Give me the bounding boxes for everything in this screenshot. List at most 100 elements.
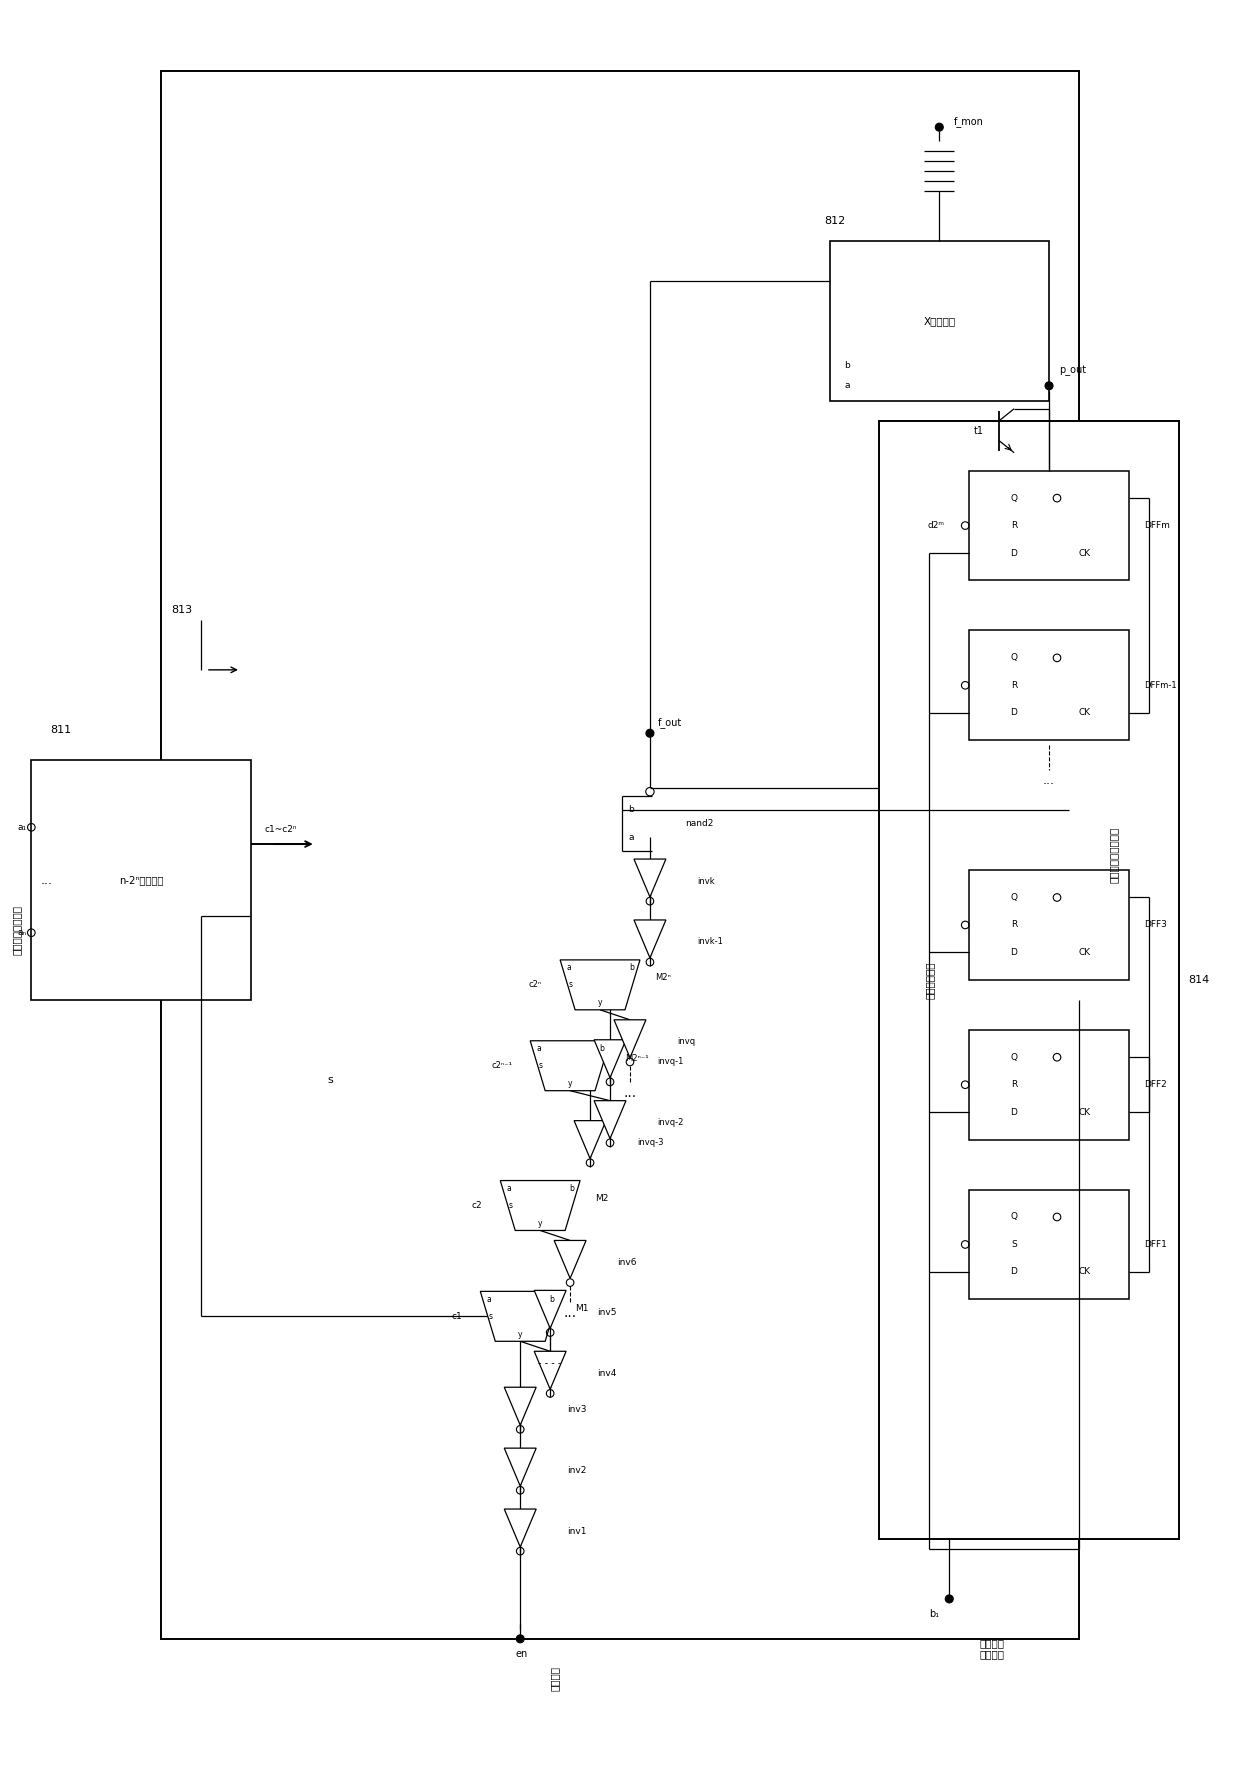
- Bar: [970, 1189, 1128, 1300]
- Text: CK: CK: [1078, 709, 1090, 718]
- Text: CK: CK: [1078, 1268, 1090, 1277]
- Text: inv6: inv6: [618, 1257, 636, 1266]
- Text: Q: Q: [1011, 493, 1017, 502]
- Circle shape: [935, 123, 944, 130]
- Text: c2ⁿ: c2ⁿ: [529, 981, 542, 989]
- Text: 811: 811: [51, 725, 72, 736]
- Bar: [31, 761, 250, 1000]
- Text: M1: M1: [575, 1304, 589, 1313]
- Text: invq-1: invq-1: [657, 1057, 683, 1066]
- Text: t1: t1: [975, 425, 985, 436]
- Polygon shape: [614, 1020, 646, 1057]
- Text: aₙ: aₙ: [17, 929, 26, 938]
- Text: inv5: inv5: [596, 1307, 616, 1316]
- Text: inv4: inv4: [596, 1368, 616, 1377]
- Text: y: y: [568, 1079, 573, 1088]
- Circle shape: [646, 729, 653, 738]
- Text: DFF1: DFF1: [1143, 1239, 1167, 1248]
- Text: 使能信号: 使能信号: [551, 1666, 560, 1691]
- Text: 813: 813: [171, 605, 192, 614]
- Text: s: s: [568, 981, 572, 989]
- Text: a: a: [567, 963, 570, 972]
- Text: c1~c2ⁿ: c1~c2ⁿ: [264, 825, 298, 834]
- Text: b: b: [569, 1184, 574, 1193]
- Text: f_out: f_out: [658, 716, 682, 727]
- Text: s: s: [538, 1061, 542, 1070]
- Polygon shape: [594, 1039, 626, 1077]
- Bar: [970, 870, 1128, 981]
- Text: invk-1: invk-1: [697, 938, 723, 947]
- Polygon shape: [531, 1041, 610, 1091]
- Text: DFF2: DFF2: [1143, 1081, 1167, 1089]
- Text: M2: M2: [595, 1193, 609, 1202]
- Text: y: y: [538, 1220, 542, 1229]
- Text: invq-3: invq-3: [637, 1138, 663, 1147]
- Text: D: D: [1011, 548, 1017, 557]
- Circle shape: [516, 1634, 525, 1643]
- Polygon shape: [634, 920, 666, 957]
- Polygon shape: [554, 1241, 587, 1279]
- Text: nand2: nand2: [686, 820, 714, 829]
- Polygon shape: [505, 1388, 536, 1425]
- Text: D: D: [1011, 1268, 1017, 1277]
- Text: b: b: [599, 1045, 604, 1054]
- Polygon shape: [500, 1181, 580, 1231]
- Text: b₁: b₁: [929, 1609, 939, 1618]
- Text: Q: Q: [1011, 1213, 1017, 1222]
- Text: f_mon: f_mon: [955, 116, 985, 127]
- Polygon shape: [480, 1291, 560, 1341]
- Text: a: a: [844, 380, 849, 391]
- Polygon shape: [594, 1100, 626, 1139]
- Text: CK: CK: [1078, 548, 1090, 557]
- Text: R: R: [1011, 522, 1017, 530]
- Polygon shape: [560, 959, 640, 1009]
- Bar: [970, 1031, 1128, 1139]
- Text: b: b: [844, 361, 851, 370]
- Circle shape: [1045, 382, 1053, 389]
- Text: M2ⁿ⁻¹: M2ⁿ⁻¹: [625, 1054, 649, 1063]
- Text: DFF3: DFF3: [1143, 920, 1167, 929]
- Polygon shape: [574, 1120, 606, 1159]
- Text: DFFm: DFFm: [1143, 522, 1169, 530]
- Text: b: b: [629, 963, 634, 972]
- Text: Q: Q: [1011, 1052, 1017, 1061]
- Circle shape: [945, 1595, 954, 1602]
- Text: CK: CK: [1078, 948, 1090, 957]
- Text: X分频电路: X分频电路: [924, 316, 955, 325]
- Bar: [161, 71, 1079, 1640]
- Text: DFFm-1: DFFm-1: [1143, 680, 1177, 689]
- Text: inv3: inv3: [567, 1406, 587, 1415]
- Text: R: R: [1011, 680, 1017, 689]
- Text: c1: c1: [451, 1313, 463, 1322]
- Text: R: R: [1011, 920, 1017, 929]
- Text: D: D: [1011, 948, 1017, 957]
- Text: a₁: a₁: [17, 823, 26, 832]
- Text: R: R: [1011, 1081, 1017, 1089]
- Text: 脉冲产生
控制信号: 脉冲产生 控制信号: [980, 1638, 1004, 1659]
- Text: invq: invq: [677, 1038, 694, 1047]
- Text: a: a: [506, 1184, 511, 1193]
- Text: inv1: inv1: [567, 1527, 587, 1536]
- Text: c2ⁿ⁻¹: c2ⁿ⁻¹: [491, 1061, 512, 1070]
- Text: invq-2: invq-2: [657, 1118, 683, 1127]
- Text: CK: CK: [1078, 1107, 1090, 1116]
- Polygon shape: [534, 1352, 567, 1390]
- Text: - - - -: - - - -: [538, 1359, 562, 1368]
- Text: b: b: [629, 805, 634, 814]
- Text: s: s: [508, 1200, 512, 1209]
- Text: ...: ...: [624, 1086, 636, 1100]
- Bar: [879, 421, 1179, 1540]
- Text: b: b: [549, 1295, 554, 1304]
- Text: M2ⁿ: M2ⁿ: [655, 973, 671, 982]
- Bar: [830, 241, 1049, 400]
- Text: 脉冲产生电路: 脉冲产生电路: [924, 961, 934, 998]
- Text: s: s: [489, 1313, 492, 1322]
- Text: d2ᵐ: d2ᵐ: [928, 522, 945, 530]
- Text: 频率可调环形振荡器: 频率可调环形振荡器: [1109, 827, 1118, 884]
- Text: inv2: inv2: [567, 1466, 587, 1475]
- Text: 812: 812: [825, 216, 846, 227]
- Text: en: en: [516, 1648, 527, 1659]
- Polygon shape: [534, 1289, 567, 1329]
- Polygon shape: [634, 859, 666, 897]
- Text: s: s: [327, 1075, 334, 1084]
